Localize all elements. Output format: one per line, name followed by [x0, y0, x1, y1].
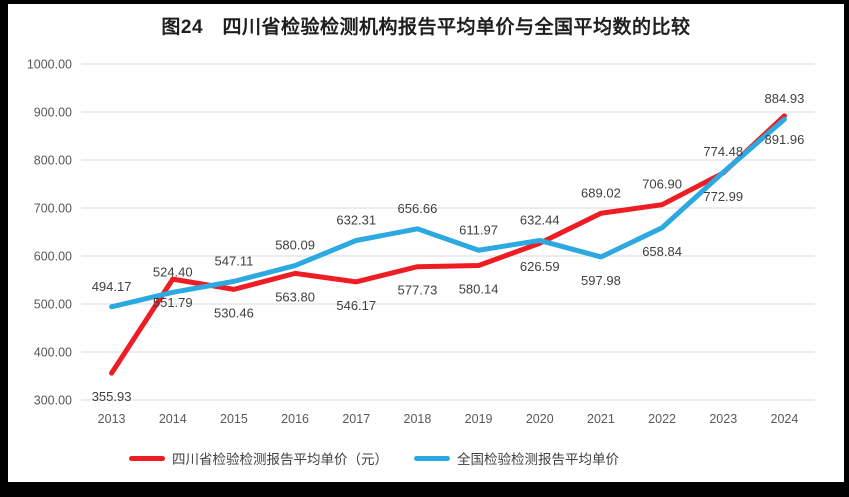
legend-label-national: 全国检验检测报告平均单价: [457, 452, 619, 467]
legend: 四川省检验检测报告平均单价（元） 全国检验检测报告平均单价: [8, 448, 844, 468]
legend-item-national: 全国检验检测报告平均单价: [414, 448, 619, 468]
chart-title: 图24 四川省检验检测机构报告平均单价与全国平均数的比较: [161, 17, 691, 38]
chart-page-background: [8, 4, 844, 482]
legend-item-sichuan: 四川省检验检测报告平均单价（元）: [129, 448, 388, 468]
legend-line-swatch-national-icon: [414, 455, 450, 461]
legend-label-sichuan: 四川省检验检测报告平均单价（元）: [172, 452, 388, 467]
legend-line-swatch-sichuan-icon: [129, 455, 165, 461]
